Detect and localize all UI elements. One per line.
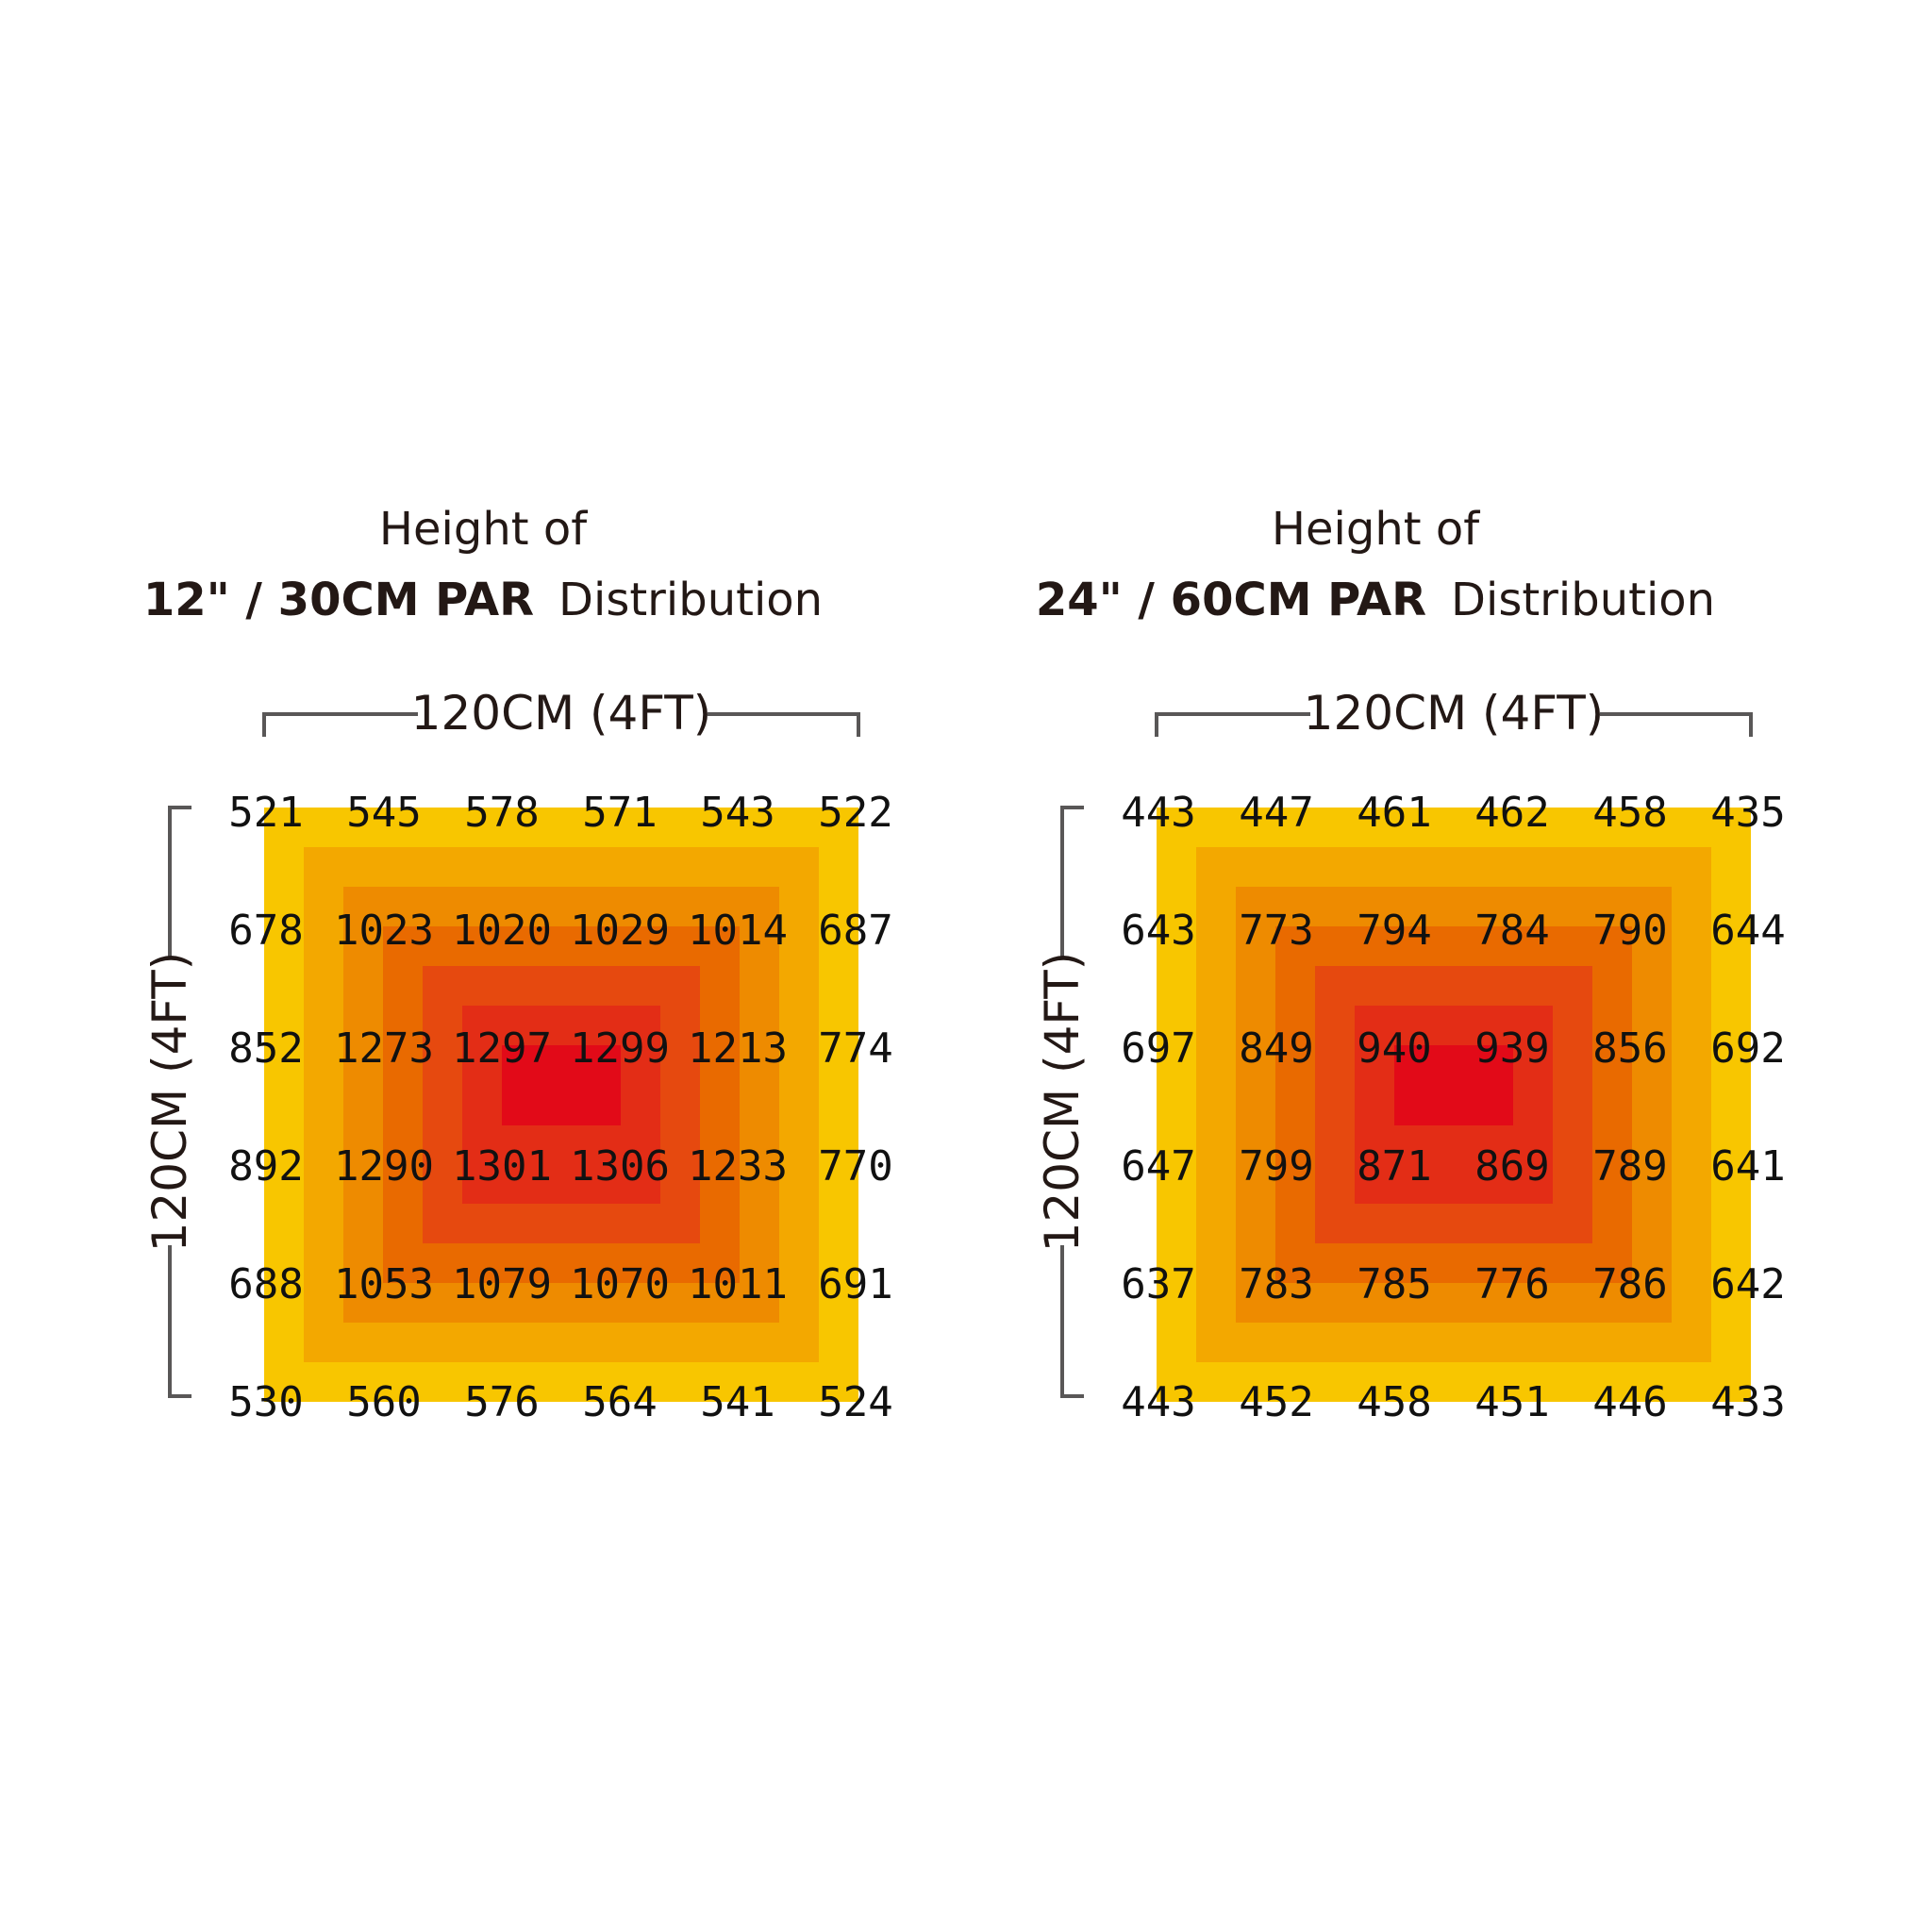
par-value-r3-c1: 852 (228, 1024, 303, 1073)
par-value-r6-c4: 564 (582, 1378, 657, 1426)
chart-panel-12in: Height of 12" / 30CM PAR Distribution 120… (0, 503, 966, 1426)
par-value-r5-c1: 688 (228, 1260, 303, 1308)
par-value-r6-c5: 541 (700, 1378, 774, 1426)
par-value-r1-c4: 462 (1474, 789, 1549, 837)
par-value-r3-c4: 1299 (570, 1024, 670, 1073)
par-value-r4-c5: 789 (1592, 1142, 1667, 1191)
par-value-r2-c2: 773 (1239, 907, 1313, 955)
par-value-r1-c1: 443 (1121, 789, 1195, 837)
x-axis-label: 120CM (4FT) (1304, 686, 1605, 741)
par-value-r1-c4: 571 (582, 789, 657, 837)
par-value-r4-c4: 1306 (570, 1142, 670, 1191)
par-value-r3-c2: 849 (1239, 1024, 1313, 1073)
par-value-r3-c5: 1213 (688, 1024, 788, 1073)
par-value-r6-c6: 433 (1710, 1378, 1785, 1426)
par-value-r2-c6: 687 (818, 907, 892, 955)
width-bracket-left (262, 712, 418, 737)
par-value-r6-c3: 576 (464, 1378, 539, 1426)
y-axis-label: 120CM (4FT) (142, 952, 197, 1253)
par-value-r3-c4: 939 (1474, 1024, 1549, 1073)
width-bracket-right (1600, 712, 1753, 737)
par-value-r2-c5: 1014 (688, 907, 788, 955)
chart-title-height: 24" / 60CM PAR (1035, 574, 1427, 626)
par-value-r1-c6: 435 (1710, 789, 1785, 837)
par-value-r4-c5: 1233 (688, 1142, 788, 1191)
par-value-r5-c5: 786 (1592, 1260, 1667, 1308)
par-value-r2-c5: 790 (1592, 907, 1667, 955)
par-value-r5-c4: 776 (1474, 1260, 1549, 1308)
par-value-r3-c3: 940 (1357, 1024, 1431, 1073)
height-bracket-top (1060, 806, 1084, 958)
par-value-r1-c2: 447 (1239, 789, 1313, 837)
par-value-r4-c2: 1290 (334, 1142, 434, 1191)
par-value-r5-c6: 691 (818, 1260, 892, 1308)
par-value-r3-c3: 1297 (452, 1024, 552, 1073)
par-value-r5-c1: 637 (1121, 1260, 1195, 1308)
height-bracket-bottom (168, 1245, 192, 1398)
par-value-r2-c3: 794 (1357, 907, 1431, 955)
par-value-r2-c1: 678 (228, 907, 303, 955)
chart-title-line2: 24" / 60CM PAR Distribution (892, 574, 1858, 626)
width-bracket-right (708, 712, 860, 737)
y-axis-label: 120CM (4FT) (1035, 952, 1090, 1253)
par-value-r5-c5: 1011 (688, 1260, 788, 1308)
par-value-r2-c3: 1020 (452, 907, 552, 955)
par-value-r2-c6: 644 (1710, 907, 1785, 955)
par-value-r4-c4: 869 (1474, 1142, 1549, 1191)
par-value-r5-c2: 1053 (334, 1260, 434, 1308)
par-value-r4-c6: 641 (1710, 1142, 1785, 1191)
par-value-r4-c3: 1301 (452, 1142, 552, 1191)
par-value-r1-c2: 545 (346, 789, 421, 837)
par-value-r6-c4: 451 (1474, 1378, 1549, 1426)
par-heatmap-24in: 120CM (4FT) 120CM (4FT) 443 447 461 462 458 435… (1035, 686, 1786, 1426)
par-value-r2-c2: 1023 (334, 907, 434, 955)
par-value-r1-c5: 458 (1592, 789, 1667, 837)
par-value-r1-c1: 521 (228, 789, 303, 837)
par-value-r6-c6: 524 (818, 1378, 892, 1426)
par-value-r6-c1: 443 (1121, 1378, 1195, 1426)
par-value-r5-c2: 783 (1239, 1260, 1313, 1308)
par-value-r5-c4: 1070 (570, 1260, 670, 1308)
par-value-r2-c1: 643 (1121, 907, 1195, 955)
par-value-r3-c5: 856 (1592, 1024, 1667, 1073)
par-value-r3-c6: 692 (1710, 1024, 1785, 1073)
chart-title-line1: Height of (378, 503, 588, 556)
height-bracket-top (168, 806, 192, 958)
par-value-r6-c5: 446 (1592, 1378, 1667, 1426)
par-value-r3-c2: 1273 (334, 1024, 434, 1073)
chart-title-suffix: Distribution (1451, 574, 1716, 626)
par-value-r2-c4: 1029 (570, 907, 670, 955)
par-value-r1-c5: 543 (700, 789, 774, 837)
par-band-7 (1394, 1045, 1513, 1125)
par-value-r1-c3: 578 (464, 789, 539, 837)
par-value-r1-c3: 461 (1357, 789, 1431, 837)
chart-title-suffix: Distribution (558, 574, 824, 626)
par-value-r4-c1: 892 (228, 1142, 303, 1191)
chart-title-height: 12" / 30CM PAR (142, 574, 535, 626)
par-heatmap-12in: 120CM (4FT) 120CM (4FT) 521 545 578 571 543 522… (142, 686, 893, 1426)
chart-panel-24in: Height of 24" / 60CM PAR Distribution 120… (892, 0, 1858, 1932)
par-value-r6-c3: 458 (1357, 1378, 1431, 1426)
par-value-r5-c6: 642 (1710, 1260, 1785, 1308)
par-value-r6-c2: 452 (1239, 1378, 1313, 1426)
par-value-r2-c4: 784 (1474, 907, 1549, 955)
par-value-r4-c2: 799 (1239, 1142, 1313, 1191)
par-value-r4-c6: 770 (818, 1142, 892, 1191)
par-value-r1-c6: 522 (818, 789, 892, 837)
par-value-r6-c1: 530 (228, 1378, 303, 1426)
height-bracket-bottom (1060, 1245, 1084, 1398)
par-value-r5-c3: 785 (1357, 1260, 1431, 1308)
par-band-7 (502, 1045, 621, 1125)
par-value-r6-c2: 560 (346, 1378, 421, 1426)
chart-title-line1: Height of (1271, 503, 1480, 556)
par-value-r3-c1: 697 (1121, 1024, 1195, 1073)
x-axis-label: 120CM (4FT) (411, 686, 712, 741)
par-value-r4-c3: 871 (1357, 1142, 1431, 1191)
par-value-r3-c6: 774 (818, 1024, 892, 1073)
width-bracket-left (1155, 712, 1310, 737)
par-value-r4-c1: 647 (1121, 1142, 1195, 1191)
chart-title-line2: 12" / 30CM PAR Distribution (0, 574, 966, 626)
par-value-r5-c3: 1079 (452, 1260, 552, 1308)
